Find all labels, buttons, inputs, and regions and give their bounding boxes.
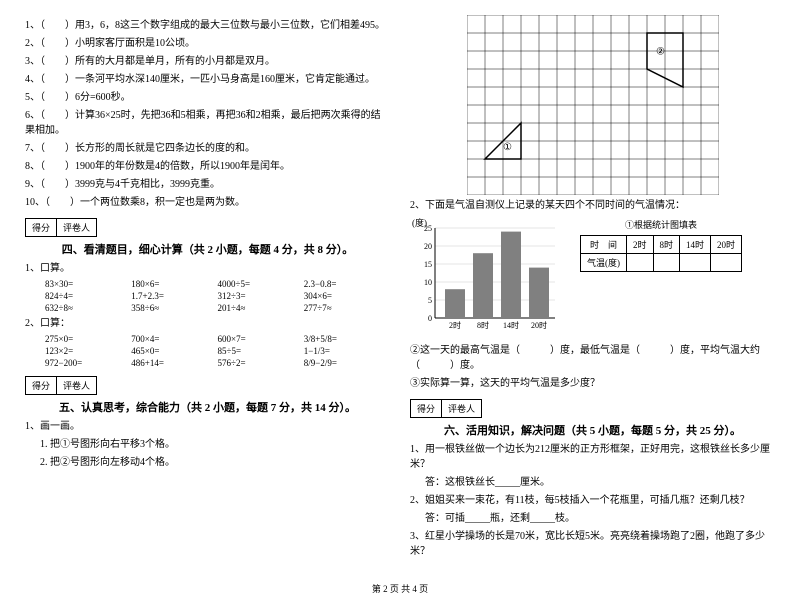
q6-2: 2、姐姐买来一束花，有11枝，每5枝插入一个花瓶里，可插几瓶？还剩几枝？: [410, 493, 775, 508]
judge-item: 7、（ ）长方形的周长就是它四条边长的度的和。: [25, 141, 390, 156]
grader-cell: 评卷人: [442, 399, 482, 418]
svg-text:②: ②: [656, 47, 665, 58]
svg-text:2时: 2时: [449, 320, 461, 330]
judge-item: 3、（ ）所有的大月都是单月，所有的小月都是双月。: [25, 54, 390, 69]
score-cell: 得分: [410, 399, 442, 418]
score-cell: 得分: [25, 376, 57, 395]
svg-text:25: 25: [424, 224, 432, 233]
q5-2: 2、下面是气温自测仪上记录的某天四个不同时间的气温情况：: [410, 198, 775, 213]
table-title: ①根据统计图填表: [580, 218, 742, 231]
svg-text:5: 5: [428, 296, 432, 305]
grader-cell: 评卷人: [57, 218, 97, 237]
q5-1b: 2. 把②号图形向左移动4个格。: [40, 455, 390, 470]
judge-item: 10、（ ）一个两位数乘8，积一定也是两为数。: [25, 195, 390, 210]
judge-item: 2、（ ）小明家客厅面积是10公顷。: [25, 36, 390, 51]
judge-item: 1、（ ）用3，6，8这三个数字组成的最大三位数与最小三位数，它们相差495。: [25, 18, 390, 33]
judge-item: 9、（ ）3999克与4千克相比，3999克重。: [25, 177, 390, 192]
section-6-title: 六、活用知识，解决问题（共 5 小题，每题 5 分，共 25 分）。: [410, 422, 775, 438]
q4-1: 1、口算。: [25, 261, 390, 276]
q5-2b: ②这一天的最高气温是（ ）度，最低气温是（ ）度，平均气温大约（ ）度。: [410, 343, 775, 373]
judge-item: 5、（ ）6分=600秒。: [25, 90, 390, 105]
section-4-title: 四、看清题目，细心计算（共 2 小题，每题 4 分，共 8 分）。: [25, 241, 390, 257]
svg-text:20时: 20时: [531, 320, 547, 330]
q6-1: 1、用一根铁丝做一个边长为212厘米的正方形框架，正好用完，这根铁丝长多少厘米？: [410, 442, 775, 472]
calc-row: 123×2=465×0=85÷5=1−1/3=: [45, 346, 390, 356]
q5-1a: 1. 把①号图形向右平移3个格。: [40, 437, 390, 452]
q5-1: 1、画一画。: [25, 419, 390, 434]
svg-text:10: 10: [424, 278, 432, 287]
q5-2c: ③实际算一算，这天的平均气温是多少度？: [410, 376, 775, 391]
q4-2: 2、口算：: [25, 316, 390, 331]
q6-3: 3、红星小学操场的长是70米，宽比长短5米。亮亮绕着操场跑了2圈，他跑了多少米？: [410, 529, 775, 559]
svg-text:0: 0: [428, 314, 432, 323]
q6-1-ans: 答：这根铁丝长_____厘米。: [425, 475, 775, 490]
judge-item: 4、（ ）一条河平均水深140厘米，一匹小马身高是160厘米，它肯定能通过。: [25, 72, 390, 87]
svg-text:8时: 8时: [477, 320, 489, 330]
judge-item: 8、（ ）1900年的年份数是4的倍数，所以1900年是闰年。: [25, 159, 390, 174]
page-footer: 第 2 页 共 4 页: [25, 582, 775, 595]
section-5-title: 五、认真思考，综合能力（共 2 小题，每题 7 分，共 14 分）。: [25, 399, 390, 415]
judge-item: 6、（ ）计算36×25时，先把36和5相乘，再把36和2相乘，最后把两次乘得的…: [25, 108, 390, 138]
svg-text:14时: 14时: [503, 320, 519, 330]
calc-row: 632÷8≈358÷6≈201÷4≈277÷7≈: [45, 303, 390, 313]
svg-text:①: ①: [503, 142, 512, 153]
grader-cell: 评卷人: [57, 376, 97, 395]
temp-table: 时 间2时8时14时20时 气温(度): [580, 235, 742, 272]
svg-text:20: 20: [424, 242, 432, 251]
grid-diagram: ①②: [467, 15, 719, 195]
score-cell: 得分: [25, 218, 57, 237]
svg-text:15: 15: [424, 260, 432, 269]
q6-2-ans: 答：可插_____瓶，还剩_____枝。: [425, 511, 775, 526]
calc-row: 824÷4=1.7+2.3=312÷3=304×6=: [45, 291, 390, 301]
calc-row: 83×30=180×6=4000÷5=2.3−0.8=: [45, 279, 390, 289]
calc-row: 972−200=486+14=576÷2=8/9−2/9=: [45, 358, 390, 368]
calc-row: 275×0=700×4=600×7=3/8+5/8=: [45, 334, 390, 344]
temp-chart: (度)25201510502时8时14时20时: [410, 218, 570, 338]
